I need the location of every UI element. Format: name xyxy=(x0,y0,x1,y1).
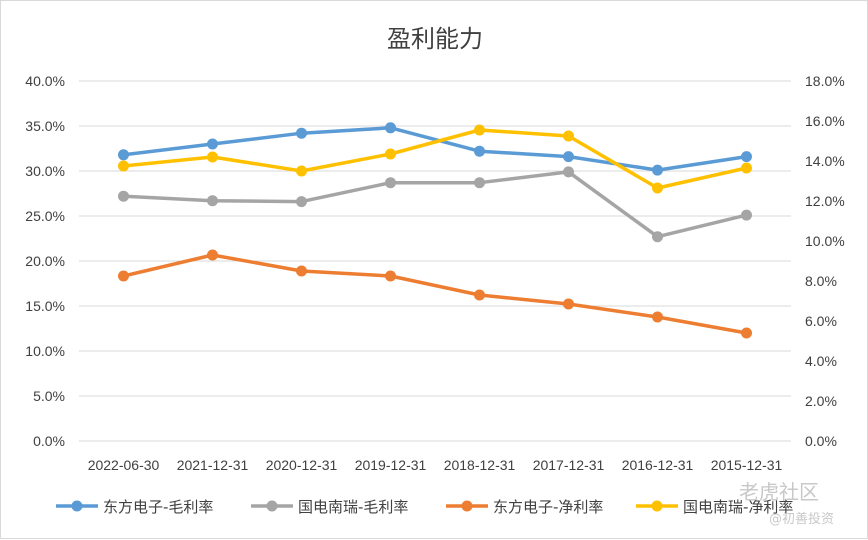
x-tick: 2020-12-31 xyxy=(266,457,338,473)
y-left-tick: 25.0% xyxy=(25,208,65,224)
legend-label: 国电南瑞-净利率 xyxy=(683,498,793,516)
x-tick: 2018-12-31 xyxy=(444,457,516,473)
y-right-tick: 8.0% xyxy=(805,273,837,289)
data-point xyxy=(118,270,129,282)
data-point xyxy=(207,151,218,163)
x-tick: 2015-12-31 xyxy=(711,457,783,473)
data-point xyxy=(652,231,663,243)
data-point xyxy=(652,164,663,176)
watermark-brand: 老虎社区 xyxy=(739,480,819,504)
y-left-tick: 35.0% xyxy=(25,118,65,134)
data-point xyxy=(296,265,307,277)
data-point xyxy=(474,289,485,301)
data-point xyxy=(474,177,485,189)
data-point xyxy=(207,138,218,150)
data-point xyxy=(385,148,396,160)
data-point xyxy=(385,177,396,189)
legend-label: 东方电子-净利率 xyxy=(493,498,603,516)
data-point xyxy=(741,151,752,163)
data-point xyxy=(741,162,752,174)
legend-marker xyxy=(461,500,473,512)
y-right-tick: 14.0% xyxy=(805,153,845,169)
data-point xyxy=(741,209,752,221)
y-right-tick: 0.0% xyxy=(805,433,837,449)
data-point xyxy=(207,249,218,261)
x-tick: 2017-12-31 xyxy=(533,457,605,473)
data-point xyxy=(296,127,307,139)
y-left-tick: 5.0% xyxy=(33,388,65,404)
y-right-tick: 4.0% xyxy=(805,353,837,369)
data-point xyxy=(563,130,574,142)
legend-marker xyxy=(651,500,663,512)
y-left-tick: 0.0% xyxy=(33,433,65,449)
y-right-tick: 2.0% xyxy=(805,393,837,409)
x-tick: 2019-12-31 xyxy=(355,457,427,473)
data-point xyxy=(118,160,129,172)
y-left-tick: 40.0% xyxy=(25,73,65,89)
data-point xyxy=(118,190,129,202)
chart-title: 盈利能力 xyxy=(387,25,483,53)
y-right-tick: 6.0% xyxy=(805,313,837,329)
series-line xyxy=(123,128,747,190)
data-point xyxy=(207,195,218,207)
data-point xyxy=(385,270,396,282)
data-point xyxy=(563,151,574,163)
y-left-tick: 10.0% xyxy=(25,343,65,359)
legend-marker xyxy=(71,500,83,512)
x-tick: 2016-12-31 xyxy=(622,457,694,473)
y-left-tick: 15.0% xyxy=(25,298,65,314)
data-point xyxy=(563,166,574,178)
watermark-handle: @初善投资 xyxy=(769,511,834,527)
series-line xyxy=(123,126,747,172)
y-left-tick: 20.0% xyxy=(25,253,65,269)
x-tick: 2021-12-31 xyxy=(177,457,249,473)
y-right-tick: 10.0% xyxy=(805,233,845,249)
y-right-tick: 16.0% xyxy=(805,113,845,129)
data-point xyxy=(296,196,307,208)
x-tick: 2022-06-30 xyxy=(88,457,160,473)
data-point xyxy=(474,145,485,157)
legend-label: 东方电子-毛利率 xyxy=(103,498,213,516)
y-right-tick: 12.0% xyxy=(805,193,845,209)
data-point xyxy=(385,122,396,134)
data-point xyxy=(652,182,663,194)
y-left-tick: 30.0% xyxy=(25,163,65,179)
y-right-tick: 18.0% xyxy=(805,73,845,89)
data-point xyxy=(563,298,574,310)
data-point xyxy=(474,124,485,136)
legend-label: 国电南瑞-毛利率 xyxy=(298,498,408,516)
series-line xyxy=(123,253,747,335)
data-point xyxy=(652,311,663,323)
data-point xyxy=(296,165,307,177)
legend-marker xyxy=(266,500,278,512)
data-point xyxy=(741,327,752,339)
series-line xyxy=(123,170,747,239)
data-point xyxy=(118,149,129,161)
